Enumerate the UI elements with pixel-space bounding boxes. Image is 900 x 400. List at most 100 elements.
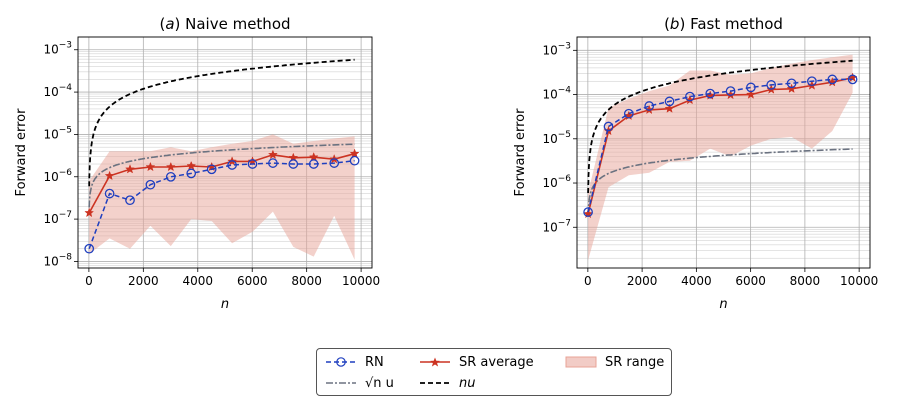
panel-naive-method: 10−8 10−7 10−6 10−5 10−4 10−3 0 2000 4000 6000 800… — [14, 15, 380, 312]
x-axis-label: n — [719, 297, 727, 312]
sr-average-point — [125, 164, 135, 174]
y-tick-label: 10−7 — [542, 218, 571, 234]
legend-sr-average-swatch — [420, 357, 450, 367]
rn-point — [685, 91, 695, 102]
x-tick-label: 0 — [85, 274, 93, 288]
legend-item-nu: nu — [419, 373, 475, 393]
rn-point — [705, 88, 716, 99]
rn-point — [308, 159, 319, 169]
x-tick-label: 4000 — [681, 274, 712, 288]
nu-line — [88, 58, 355, 187]
sr-average-point — [308, 152, 319, 162]
plot-frame — [576, 36, 871, 269]
legend-sqrt-swatch — [326, 382, 356, 384]
x-tick-label: 0 — [584, 274, 592, 288]
rn-point — [247, 159, 258, 169]
legend-item-sqrt: √n u — [325, 373, 394, 393]
sr-average-point — [349, 148, 360, 158]
legend: RN √n u SR average nu SR range — [316, 348, 672, 396]
rn-point — [329, 158, 340, 168]
figure: 10−8 10−7 10−6 10−5 10−4 10−3 0 2000 4000 6000 800… — [14, 15, 878, 312]
x-tick-label: 6000 — [237, 274, 268, 288]
x-tick-label: 8000 — [291, 274, 322, 288]
rn-point — [766, 80, 777, 90]
y-axis-ticks: 10−8 10−7 10−6 10−5 10−4 10−3 — [43, 41, 78, 268]
legend-sqrt-label: √n u — [365, 375, 394, 391]
legend-sr-range-label: SR range — [605, 354, 665, 370]
y-tick-label: 10−7 — [43, 210, 72, 226]
y-tick-label: 10−3 — [43, 41, 72, 57]
sr-average-point — [165, 161, 176, 172]
y-tick-label: 10−4 — [43, 83, 72, 99]
y-tick-label: 10−6 — [542, 174, 571, 190]
x-axis-ticks: 0 2000 4000 6000 8000 10000 — [85, 268, 380, 288]
rn-point — [807, 76, 817, 87]
legend-item-sr-range: SR range — [565, 352, 664, 372]
sr-average-point — [786, 83, 797, 93]
rn-point — [644, 101, 655, 111]
rn-point — [165, 171, 176, 182]
rn-point — [227, 160, 237, 170]
sr-average-point — [186, 160, 197, 171]
panel-fast-method: 10−7 10−6 10−5 10−4 10−3 0 2000 4000 6000 8000 100… — [513, 15, 878, 312]
panel-title: (a) Naive method — [159, 15, 290, 33]
rn-point — [583, 207, 593, 217]
y-tick-label: 10−8 — [43, 252, 72, 268]
rn-point — [786, 78, 797, 89]
legend-nu-label: nu — [459, 375, 476, 391]
legend-nu-swatch — [420, 382, 450, 384]
sr-range-band — [588, 54, 853, 261]
x-tick-label: 4000 — [183, 274, 214, 288]
rn-point — [84, 243, 95, 254]
sr-average-point — [145, 161, 156, 172]
rn-point — [623, 108, 634, 119]
x-tick-label: 10000 — [840, 274, 878, 288]
sqrt-n-u-line — [88, 143, 355, 208]
sr-average-point — [745, 89, 756, 99]
legend-rn-swatch — [326, 357, 356, 367]
y-tick-label: 10−5 — [43, 125, 72, 141]
rn-point — [104, 188, 115, 199]
y-tick-label: 10−3 — [542, 41, 571, 57]
sr-average-point — [104, 170, 115, 181]
sr-average-point — [84, 207, 95, 218]
rn-point — [206, 164, 217, 175]
x-axis-label: n — [221, 297, 229, 312]
sr-average-point — [664, 103, 675, 113]
y-tick-label: 10−6 — [43, 168, 72, 184]
rn-point — [349, 155, 360, 166]
rn-point — [186, 168, 197, 179]
rn-point — [847, 74, 858, 85]
legend-item-rn: RN — [325, 352, 384, 372]
panel-title: (b) Fast method — [664, 15, 783, 33]
rn-point — [268, 158, 278, 168]
y-tick-label: 10−5 — [542, 130, 571, 146]
rn-point — [664, 96, 675, 107]
sr-average-point — [267, 149, 278, 160]
x-tick-label: 10000 — [342, 274, 380, 288]
legend-sr-range-swatch — [565, 356, 597, 368]
y-axis-label: Forward error — [14, 108, 29, 197]
legend-rn-label: RN — [365, 354, 384, 370]
rn-point — [725, 86, 736, 96]
y-tick-label: 10−4 — [542, 86, 571, 102]
rn-point — [746, 82, 756, 93]
rn-point — [827, 74, 838, 85]
legend-item-sr-average: SR average — [419, 352, 534, 372]
x-tick-label: 6000 — [735, 274, 766, 288]
legend-sr-average-label: SR average — [459, 354, 534, 370]
x-tick-label: 2000 — [627, 274, 658, 288]
rn-point — [288, 159, 299, 169]
x-tick-label: 8000 — [790, 274, 821, 288]
rn-point — [125, 195, 135, 206]
sqrt-n-u-line — [587, 148, 853, 216]
nu-line — [587, 59, 853, 193]
y-axis-ticks: 10−7 10−6 10−5 10−4 10−3 — [542, 41, 577, 234]
y-axis-label: Forward error — [513, 108, 528, 197]
x-axis-ticks: 0 2000 4000 6000 8000 10000 — [584, 268, 878, 288]
rn-point — [145, 179, 156, 190]
sr-range-band — [89, 134, 355, 260]
x-tick-label: 2000 — [128, 274, 159, 288]
plot-frame — [77, 36, 373, 269]
rn-point — [603, 121, 614, 132]
